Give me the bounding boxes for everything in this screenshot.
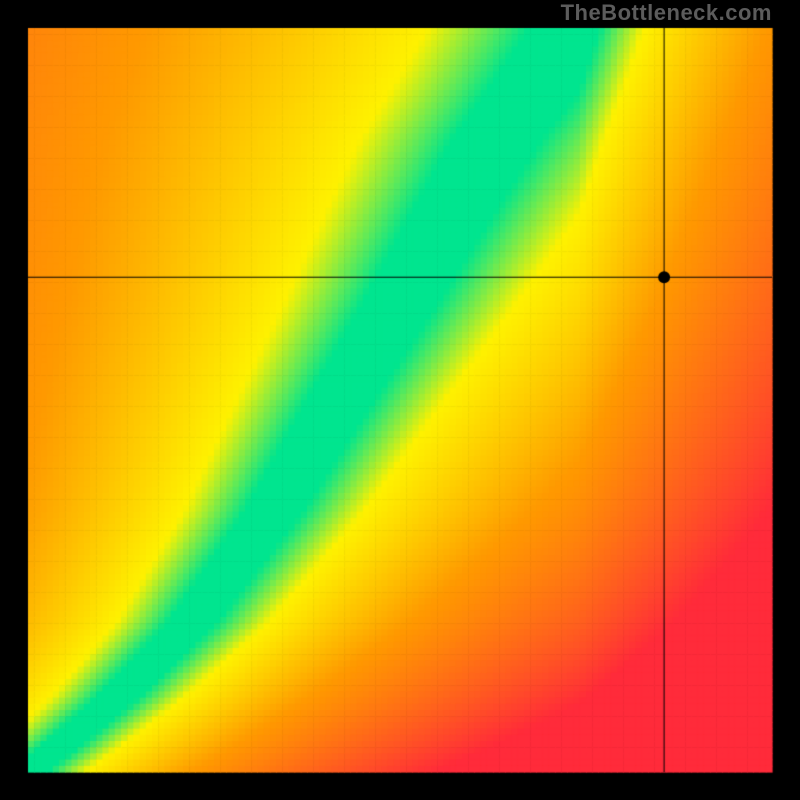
watermark-text: TheBottleneck.com [561,0,772,26]
heatmap-canvas [0,0,800,800]
chart-stage: TheBottleneck.com [0,0,800,800]
